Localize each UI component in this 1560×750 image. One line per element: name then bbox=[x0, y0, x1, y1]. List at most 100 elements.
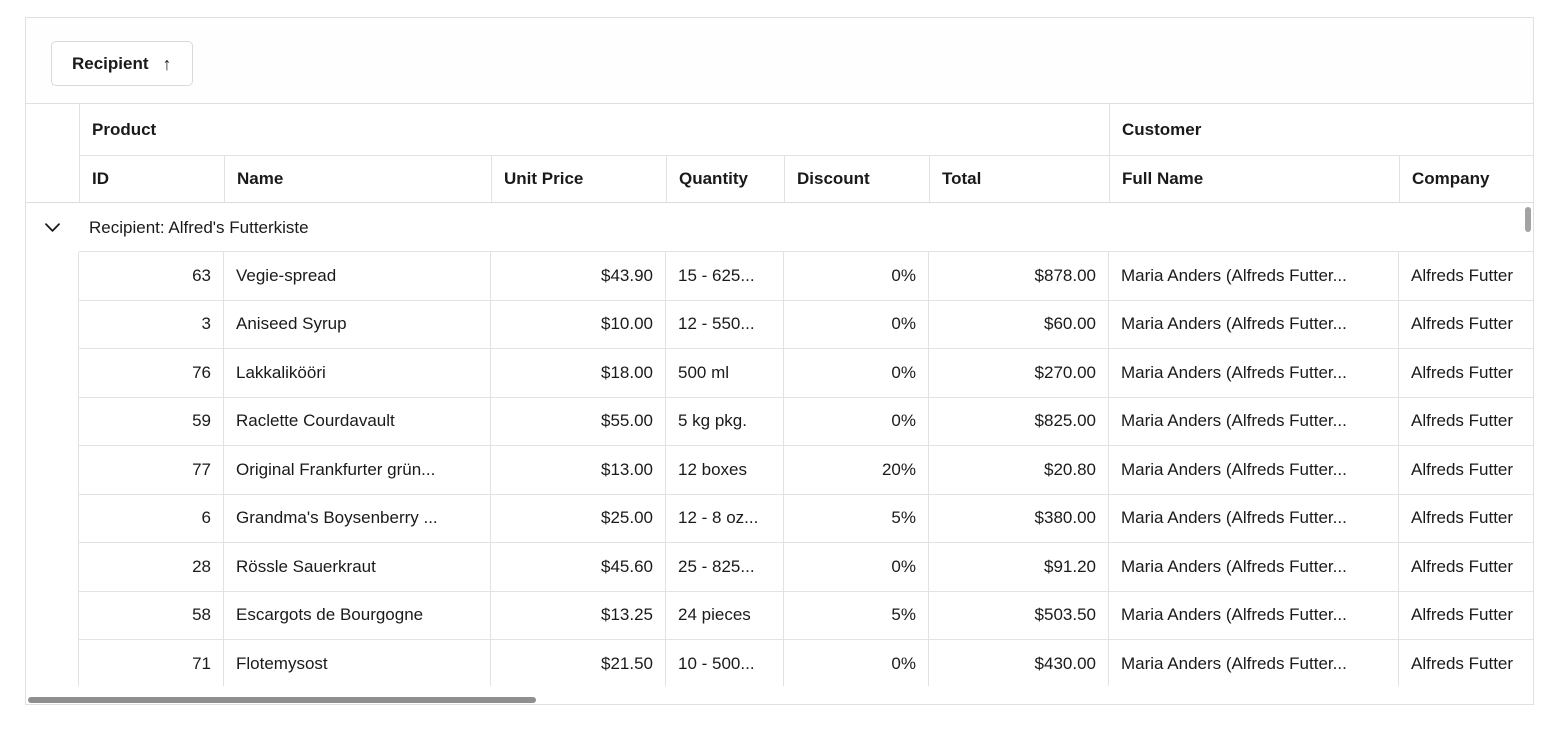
cell-id[interactable]: 3 bbox=[79, 300, 224, 349]
cell-full_name[interactable]: Maria Anders (Alfreds Futter... bbox=[1109, 349, 1399, 398]
cell-quantity[interactable]: 5 kg pkg. bbox=[666, 397, 784, 446]
table-row[interactable]: 71 Flotemysost $21.50 10 - 500... 0% $430.00 M… bbox=[26, 640, 1533, 686]
table-row[interactable]: 3 Aniseed Syrup $10.00 12 - 550... 0% $60.00 M… bbox=[26, 300, 1533, 349]
column-header-name[interactable]: Name bbox=[225, 156, 492, 202]
cell-unit_price[interactable]: $43.90 bbox=[491, 252, 666, 301]
cell-full_name[interactable]: Maria Anders (Alfreds Futter... bbox=[1109, 591, 1399, 640]
cell-full_name[interactable]: Maria Anders (Alfreds Futter... bbox=[1109, 446, 1399, 495]
cell-company[interactable]: Alfreds Futter bbox=[1399, 446, 1533, 495]
cell-name[interactable]: Flotemysost bbox=[224, 640, 491, 686]
cell-unit_price[interactable]: $45.60 bbox=[491, 543, 666, 592]
column-header-quantity[interactable]: Quantity bbox=[667, 156, 785, 202]
cell-discount[interactable]: 0% bbox=[784, 300, 929, 349]
cell-quantity[interactable]: 12 - 550... bbox=[666, 300, 784, 349]
cell-company[interactable]: Alfreds Futter bbox=[1399, 543, 1533, 592]
cell-full_name[interactable]: Maria Anders (Alfreds Futter... bbox=[1109, 252, 1399, 301]
column-header-total[interactable]: Total bbox=[930, 156, 1110, 202]
cell-discount[interactable]: 5% bbox=[784, 494, 929, 543]
cell-discount[interactable]: 0% bbox=[784, 252, 929, 301]
table-row[interactable]: 28 Rössle Sauerkraut $45.60 25 - 825... 0% $9… bbox=[26, 543, 1533, 592]
cell-discount[interactable]: 5% bbox=[784, 591, 929, 640]
cell-quantity[interactable]: 15 - 625... bbox=[666, 252, 784, 301]
cell-company[interactable]: Alfreds Futter bbox=[1399, 640, 1533, 686]
cell-discount[interactable]: 0% bbox=[784, 640, 929, 686]
group-caption-row[interactable]: Recipient: Alfred's Futterkiste bbox=[26, 203, 1533, 252]
cell-full_name[interactable]: Maria Anders (Alfreds Futter... bbox=[1109, 397, 1399, 446]
cell-unit_price[interactable]: $25.00 bbox=[491, 494, 666, 543]
cell-id[interactable]: 59 bbox=[79, 397, 224, 446]
cell-full_name[interactable]: Maria Anders (Alfreds Futter... bbox=[1109, 494, 1399, 543]
stacked-header-product: Product bbox=[80, 104, 1110, 156]
cell-total[interactable]: $91.20 bbox=[929, 543, 1109, 592]
cell-name[interactable]: Escargots de Bourgogne bbox=[224, 591, 491, 640]
cell-discount[interactable]: 20% bbox=[784, 446, 929, 495]
cell-quantity[interactable]: 12 - 8 oz... bbox=[666, 494, 784, 543]
cell-name[interactable]: Rössle Sauerkraut bbox=[224, 543, 491, 592]
table-row[interactable]: 63 Vegie-spread $43.90 15 - 625... 0% $878.00… bbox=[26, 252, 1533, 301]
stacked-header-row: Product Customer bbox=[80, 104, 1533, 156]
sort-ascending-icon[interactable]: ↑ bbox=[162, 53, 172, 74]
cell-name[interactable]: Raclette Courdavault bbox=[224, 397, 491, 446]
table-row[interactable]: 6 Grandma's Boysenberry ... $25.00 12 - 8 o… bbox=[26, 494, 1533, 543]
column-header-unit_price[interactable]: Unit Price bbox=[492, 156, 667, 202]
cell-total[interactable]: $60.00 bbox=[929, 300, 1109, 349]
cell-id[interactable]: 77 bbox=[79, 446, 224, 495]
group-drop-area: Recipient ↑ bbox=[26, 18, 1533, 104]
cell-full_name[interactable]: Maria Anders (Alfreds Futter... bbox=[1109, 543, 1399, 592]
cell-company[interactable]: Alfreds Futter bbox=[1399, 252, 1533, 301]
cell-company[interactable]: Alfreds Futter bbox=[1399, 494, 1533, 543]
table-row[interactable]: 58 Escargots de Bourgogne $13.25 24 pieces 5… bbox=[26, 591, 1533, 640]
vertical-scrollbar-thumb[interactable] bbox=[1525, 207, 1531, 232]
cell-company[interactable]: Alfreds Futter bbox=[1399, 349, 1533, 398]
cell-discount[interactable]: 0% bbox=[784, 397, 929, 446]
table-row[interactable]: 77 Original Frankfurter grün... $13.00 12 b… bbox=[26, 446, 1533, 495]
cell-id[interactable]: 76 bbox=[79, 349, 224, 398]
cell-unit_price[interactable]: $18.00 bbox=[491, 349, 666, 398]
column-header-full_name[interactable]: Full Name bbox=[1110, 156, 1400, 202]
cell-total[interactable]: $503.50 bbox=[929, 591, 1109, 640]
cell-id[interactable]: 6 bbox=[79, 494, 224, 543]
cell-quantity[interactable]: 12 boxes bbox=[666, 446, 784, 495]
cell-unit_price[interactable]: $21.50 bbox=[491, 640, 666, 686]
cell-id[interactable]: 58 bbox=[79, 591, 224, 640]
cell-quantity[interactable]: 25 - 825... bbox=[666, 543, 784, 592]
cell-total[interactable]: $270.00 bbox=[929, 349, 1109, 398]
table-row[interactable]: 59 Raclette Courdavault $55.00 5 kg pkg. 0% $… bbox=[26, 397, 1533, 446]
cell-unit_price[interactable]: $55.00 bbox=[491, 397, 666, 446]
group-chip-label: Recipient bbox=[72, 53, 149, 73]
group-expander-button[interactable] bbox=[26, 218, 79, 237]
table-row[interactable]: 76 Lakkalikööri $18.00 500 ml 0% $270.00 Maria… bbox=[26, 349, 1533, 398]
cell-company[interactable]: Alfreds Futter bbox=[1399, 591, 1533, 640]
cell-company[interactable]: Alfreds Futter bbox=[1399, 397, 1533, 446]
cell-full_name[interactable]: Maria Anders (Alfreds Futter... bbox=[1109, 300, 1399, 349]
cell-unit_price[interactable]: $13.00 bbox=[491, 446, 666, 495]
column-header-id[interactable]: ID bbox=[80, 156, 225, 202]
cell-total[interactable]: $20.80 bbox=[929, 446, 1109, 495]
cell-discount[interactable]: 0% bbox=[784, 543, 929, 592]
cell-total[interactable]: $430.00 bbox=[929, 640, 1109, 686]
cell-company[interactable]: Alfreds Futter bbox=[1399, 300, 1533, 349]
cell-id[interactable]: 28 bbox=[79, 543, 224, 592]
cell-discount[interactable]: 0% bbox=[784, 349, 929, 398]
cell-total[interactable]: $825.00 bbox=[929, 397, 1109, 446]
horizontal-scrollbar-thumb[interactable] bbox=[28, 697, 536, 703]
cell-unit_price[interactable]: $10.00 bbox=[491, 300, 666, 349]
group-chip-recipient[interactable]: Recipient ↑ bbox=[51, 41, 193, 86]
cell-id[interactable]: 63 bbox=[79, 252, 224, 301]
cell-name[interactable]: Lakkalikööri bbox=[224, 349, 491, 398]
column-header-company[interactable]: Company bbox=[1400, 156, 1533, 202]
cell-name[interactable]: Original Frankfurter grün... bbox=[224, 446, 491, 495]
cell-name[interactable]: Grandma's Boysenberry ... bbox=[224, 494, 491, 543]
cell-quantity[interactable]: 24 pieces bbox=[666, 591, 784, 640]
cell-unit_price[interactable]: $13.25 bbox=[491, 591, 666, 640]
cell-name[interactable]: Vegie-spread bbox=[224, 252, 491, 301]
cell-total[interactable]: $380.00 bbox=[929, 494, 1109, 543]
cell-quantity[interactable]: 10 - 500... bbox=[666, 640, 784, 686]
cell-total[interactable]: $878.00 bbox=[929, 252, 1109, 301]
cell-id[interactable]: 71 bbox=[79, 640, 224, 686]
cell-name[interactable]: Aniseed Syrup bbox=[224, 300, 491, 349]
cell-full_name[interactable]: Maria Anders (Alfreds Futter... bbox=[1109, 640, 1399, 686]
horizontal-scrollbar[interactable] bbox=[26, 686, 1533, 704]
cell-quantity[interactable]: 500 ml bbox=[666, 349, 784, 398]
column-header-discount[interactable]: Discount bbox=[785, 156, 930, 202]
